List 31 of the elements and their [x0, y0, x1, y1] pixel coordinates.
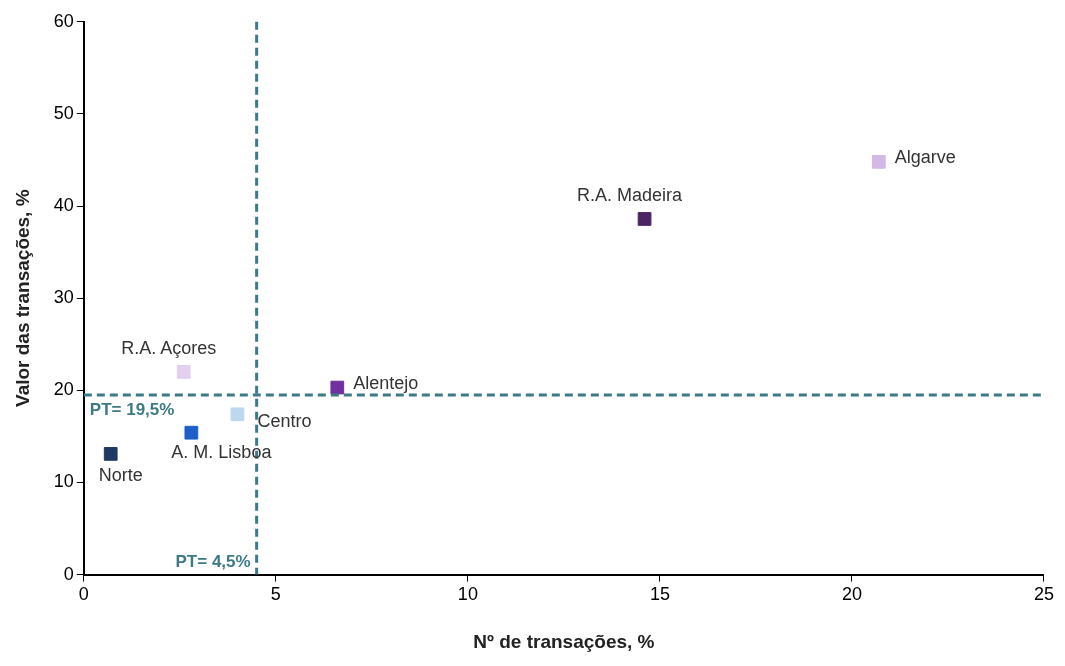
x-tick-label: 25: [1033, 584, 1054, 605]
point: [176, 365, 191, 379]
series-label: Norte: [98, 464, 143, 485]
y-tick-label: 10: [53, 471, 74, 492]
series-label: Algarve: [894, 146, 956, 167]
x-tick-label: 0: [78, 584, 89, 605]
y-tick-label: 40: [53, 195, 74, 216]
series-label: A. M. Lisboa: [171, 441, 273, 462]
series-label: R.A. Madeira: [577, 184, 684, 205]
point: [330, 380, 345, 395]
point: [871, 154, 886, 169]
y-axis-title: Valor das transações, %: [11, 189, 33, 407]
series-label: Centro: [257, 411, 312, 432]
point: [184, 425, 199, 440]
ref-line-label: PT= 4,5%: [175, 551, 251, 571]
point: [637, 212, 652, 226]
x-tick-label: 5: [270, 584, 281, 605]
y-tick-label: 50: [53, 102, 74, 123]
point: [103, 447, 118, 461]
point: [230, 407, 245, 422]
y-tick-label: 30: [53, 287, 74, 308]
y-tick-label: 60: [53, 10, 74, 31]
x-axis-title: Nº de transações, %: [473, 630, 655, 652]
y-tick-label: 0: [63, 563, 74, 584]
ref-line-label: PT= 19,5%: [89, 400, 175, 420]
x-tick-label: 10: [457, 584, 478, 605]
x-tick-label: 15: [649, 584, 670, 605]
series-label: Alentejo: [353, 372, 419, 393]
x-tick-label: 20: [841, 584, 862, 605]
series-label: R.A. Açores: [121, 337, 217, 358]
y-tick-label: 20: [53, 379, 74, 400]
